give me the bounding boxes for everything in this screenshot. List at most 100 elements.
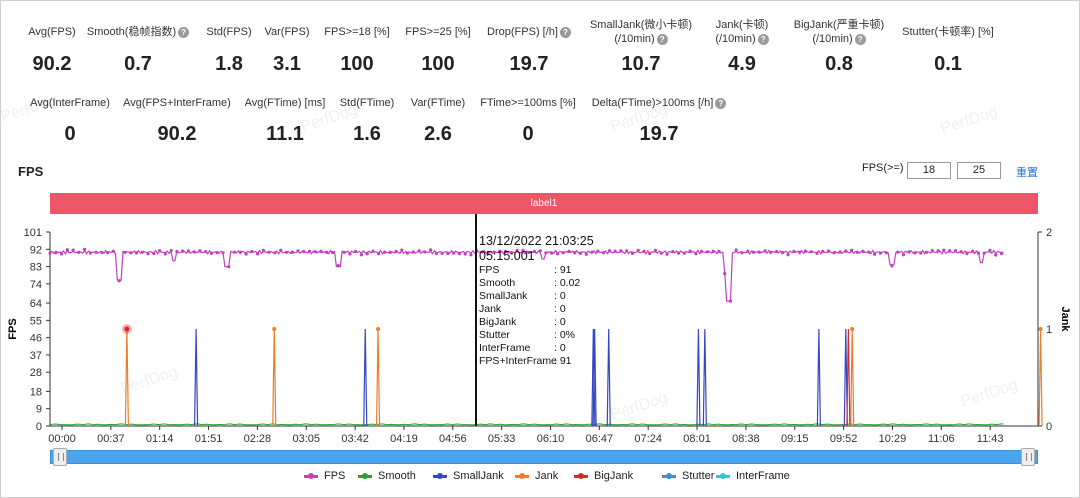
slider-handle-right[interactable] [1021, 448, 1035, 466]
x-tick-label: 01:14 [146, 433, 174, 445]
fps-point [873, 253, 876, 256]
fps-point [539, 249, 542, 252]
tooltip-time: 05:15:001 [479, 249, 535, 263]
fps-point [769, 251, 772, 254]
stat-label: Stutter(卡顿率) [%] [873, 25, 1023, 39]
legend-item-smooth[interactable]: Smooth [358, 470, 416, 482]
x-tick-label: 04:19 [390, 433, 418, 445]
fps-point [354, 250, 357, 253]
fps-point [262, 249, 265, 252]
fps-point [625, 249, 628, 252]
fps-point [689, 250, 692, 253]
fps-point [319, 250, 322, 253]
fps-point [965, 252, 968, 255]
fps-point [441, 252, 444, 255]
legend-item-stutter[interactable]: Stutter [662, 470, 714, 482]
fps-point [792, 250, 795, 253]
help-icon[interactable]: ? [855, 34, 866, 45]
fps-point [764, 249, 767, 252]
fps-point [60, 252, 63, 255]
time-range-slider[interactable] [50, 450, 1038, 464]
y-tick-label: 92 [30, 244, 42, 256]
fps-point [573, 251, 576, 254]
fps-point [585, 253, 588, 256]
fps-point [827, 249, 830, 252]
fps-point [268, 251, 271, 254]
fps-point [464, 252, 467, 255]
stat-ftime-100ms: FTime>=100ms [%] 0 [453, 96, 603, 146]
fps-threshold-input-1[interactable]: 18 [907, 162, 951, 179]
fps-point [348, 252, 351, 255]
tooltip-value: : 0 [554, 342, 566, 354]
fps-point [787, 253, 790, 256]
jank-point [272, 327, 276, 331]
slider-handle-left[interactable] [53, 448, 67, 466]
fps-point [458, 252, 461, 255]
fps-point [717, 250, 720, 253]
stat-stutter: Stutter(卡顿率) [%] 0.1 [873, 25, 1023, 76]
tooltip-key: InterFrame [479, 342, 531, 354]
jank-point [1039, 327, 1043, 331]
jank-point [376, 327, 380, 331]
fps-point [256, 252, 259, 255]
x-tick-label: 06:47 [586, 433, 614, 445]
fps-point [66, 248, 69, 251]
tooltip-value: : 0 [554, 303, 566, 315]
stat-label-unit-text: (/10min) [614, 33, 654, 45]
fps-point [314, 250, 317, 253]
fps-point [83, 248, 86, 251]
fps-point [550, 252, 553, 255]
y-tick-label: 0 [36, 421, 42, 433]
fps-point [671, 250, 674, 253]
y-tick-label: 18 [30, 386, 42, 398]
fps-point [838, 250, 841, 253]
fps-point [227, 265, 230, 268]
legend-item-smalljank[interactable]: SmallJank [433, 470, 504, 482]
fps-point [112, 250, 115, 253]
fps-point [221, 251, 224, 254]
legend-item-fps[interactable]: FPS [304, 470, 345, 482]
fps-point [867, 251, 870, 254]
fps-point [54, 251, 57, 254]
x-tick-label: 03:42 [341, 433, 369, 445]
stat-label: Delta(FTime)>100ms [/h]? [584, 96, 734, 110]
fps-point [325, 251, 328, 254]
series-smooth-line [50, 424, 1003, 425]
fps-point [712, 250, 715, 253]
x-tick-label: 08:01 [683, 433, 711, 445]
x-tick-label: 07:24 [634, 433, 662, 445]
fps-point [556, 252, 559, 255]
y-tick-label: 46 [30, 333, 42, 345]
fps-point [614, 250, 617, 253]
fps-point [660, 252, 663, 255]
fps-point [977, 252, 980, 255]
y-tick-label: 9 [36, 404, 42, 416]
fps-point [694, 252, 697, 255]
fps-point [833, 251, 836, 254]
legend-item-interframe[interactable]: InterFrame [716, 470, 790, 482]
stat-label-text: Jank(卡顿) [716, 19, 769, 31]
fps-point [885, 251, 888, 254]
fps-point [181, 249, 184, 252]
fps-point [389, 251, 392, 254]
fps-threshold-input-2[interactable]: 25 [957, 162, 1001, 179]
stat-label-text: BigJank(严重卡顿) [794, 19, 884, 31]
help-icon[interactable]: ? [715, 98, 726, 109]
fps-point [302, 250, 305, 253]
stat-label-text: Drop(FPS) [/h] [487, 26, 558, 38]
legend-marker-icon [433, 475, 447, 478]
fps-point [602, 251, 605, 254]
legend-item-jank[interactable]: Jank [515, 470, 558, 482]
fps-point [637, 249, 640, 252]
legend-label: BigJank [594, 470, 633, 482]
tooltip-key: Smooth [479, 277, 515, 289]
fps-point [815, 252, 818, 255]
stat-label-text: Delta(FTime)>100ms [/h] [592, 97, 714, 109]
fps-point [954, 249, 957, 252]
label-bar[interactable]: label1 [50, 193, 1038, 214]
fps-chart[interactable]: 0918283746556474839210101200:00 00:37 01:1… [0, 214, 1080, 448]
legend-marker-icon [515, 475, 529, 478]
fps-point [383, 251, 386, 254]
legend-item-bigjank[interactable]: BigJank [574, 470, 633, 482]
reset-link[interactable]: 重置 [1016, 164, 1038, 180]
